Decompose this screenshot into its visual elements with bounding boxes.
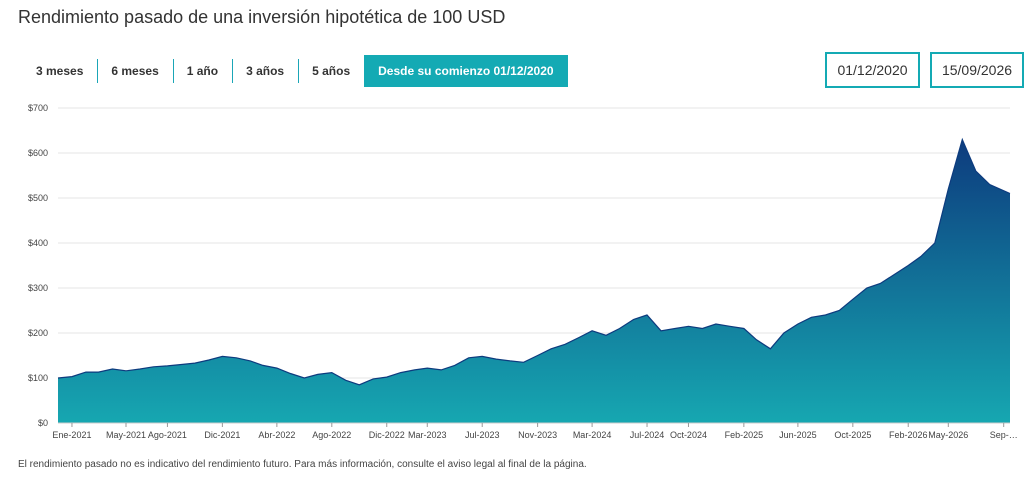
x-tick-label: Jul-2024 — [630, 430, 665, 440]
end-date-field[interactable]: 15/09/2026 — [930, 52, 1024, 88]
y-tick-label: $400 — [28, 238, 48, 248]
x-tick-label: Abr-2022 — [258, 430, 295, 440]
period-3-years-button[interactable]: 3 años — [232, 55, 298, 87]
y-tick-label: $300 — [28, 283, 48, 293]
period-6-months-button[interactable]: 6 meses — [97, 55, 172, 87]
x-tick-label: Oct-2024 — [670, 430, 707, 440]
period-5-years-button[interactable]: 5 años — [298, 55, 364, 87]
x-tick-label: May-2026 — [928, 430, 968, 440]
x-tick-label: Jun-2025 — [779, 430, 817, 440]
y-tick-label: $200 — [28, 328, 48, 338]
disclaimer-text: El rendimiento pasado no es indicativo d… — [18, 459, 587, 470]
start-date-field[interactable]: 01/12/2020 — [825, 52, 920, 88]
y-tick-label: $100 — [28, 373, 48, 383]
x-tick-label: Ene-2021 — [52, 430, 91, 440]
x-tick-label: Jul-2023 — [465, 430, 500, 440]
series-area-fill — [58, 139, 1010, 423]
x-tick-label: Mar-2024 — [573, 430, 612, 440]
x-tick-label: Oct-2025 — [834, 430, 871, 440]
y-tick-label: $700 — [28, 103, 48, 113]
x-tick-label: Ago-2022 — [312, 430, 351, 440]
x-tick-label: Ago-2021 — [148, 430, 187, 440]
y-tick-label: $600 — [28, 148, 48, 158]
y-tick-label: $500 — [28, 193, 48, 203]
x-tick-label: Sep-… — [990, 430, 1018, 440]
period-1-year-button[interactable]: 1 año — [172, 55, 232, 87]
series-line — [57, 137, 1011, 386]
page-title: Rendimiento pasado de una inversión hipo… — [18, 7, 506, 27]
period-since-inception-button[interactable]: Desde su comienzo 01/12/2020 — [364, 55, 568, 87]
x-tick-label: Mar-2023 — [408, 430, 447, 440]
period-3-months-button[interactable]: 3 meses — [36, 64, 84, 78]
series-area — [57, 137, 1011, 423]
x-axis: Ene-2021 May-2021 Ago-2021 Dic-2021 Abr-2022… — [52, 422, 1018, 440]
x-tick-label: May-2021 — [106, 430, 146, 440]
x-tick-label: Nov-2023 — [518, 430, 557, 440]
performance-area-chart: $0 $100 $200 $300 $400 $500 $600 $700 Ene-2021 M… — [28, 103, 1018, 440]
x-tick-label: Feb-2025 — [725, 430, 764, 440]
x-tick-label: Dic-2022 — [369, 430, 405, 440]
x-tick-label: Feb-2026 — [889, 430, 928, 440]
y-axis: $0 $100 $200 $300 $400 $500 $600 $700 — [28, 103, 48, 428]
x-tick-label: Dic-2021 — [204, 430, 240, 440]
y-tick-label: $0 — [38, 418, 48, 428]
period-selector: 3 meses 6 meses 1 año 3 años 5 años Desd… — [22, 55, 568, 87]
